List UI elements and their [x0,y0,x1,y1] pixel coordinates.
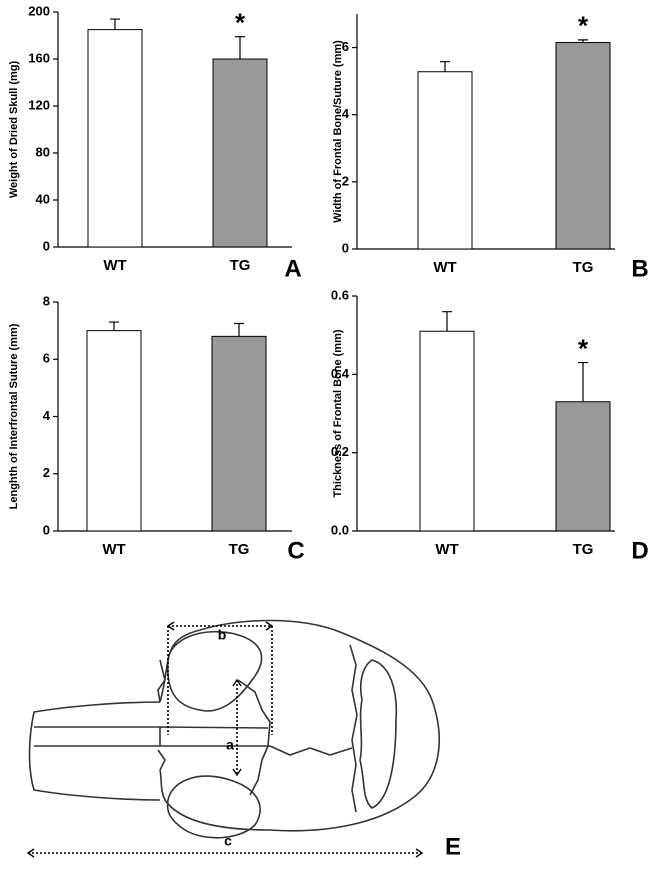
x-tick-label: WT [103,257,126,274]
snout [28,701,161,801]
x-tick-label: TG [573,541,594,558]
x-tick-label: WT [435,541,458,558]
skull-outline [159,619,440,832]
panel-label: B [631,255,648,282]
error-bar [578,39,588,43]
y-tick-label: 6 [43,351,50,366]
y-tick-label: 0.6 [331,287,349,302]
measure-b [167,625,273,735]
error-bar [235,36,245,59]
bar [87,29,143,248]
y-tick-label: 0 [342,240,349,255]
bar [211,335,267,532]
y-tick-label: 2 [43,465,50,480]
label-c: c [224,833,232,849]
y-tick-label: 0 [43,238,50,253]
orbit-bottom [166,775,261,839]
bar [555,42,611,250]
orbit-top [166,630,263,712]
x-tick-label: TG [229,541,250,558]
y-tick-label: 160 [28,50,50,65]
y-tick-label: 4 [43,408,51,423]
y-tick-label: 0 [43,522,50,537]
bar [212,58,268,248]
y-tick-label: 0.4 [331,366,350,381]
bar [419,330,475,532]
error-bar [442,311,452,332]
significance-mark: * [578,333,589,363]
bar [417,71,473,250]
y-axis-title: Thickness of Frontal Bone (mm) [332,329,344,497]
error-bar [110,18,120,30]
label-b: b [218,627,227,643]
y-tick-label: 0.0 [331,522,349,537]
y-tick-label: 40 [36,191,50,206]
error-bar [234,322,244,337]
y-tick-label: 0.2 [331,444,349,459]
y-tick-label: 6 [342,39,349,54]
significance-mark: * [578,11,589,41]
bar [86,330,142,532]
y-tick-label: 8 [43,293,50,308]
x-tick-label: WT [102,541,125,558]
suture-right [349,644,358,813]
x-tick-label: WT [433,259,456,276]
error-bar [109,321,119,331]
panel-label: E [445,833,461,860]
bar [555,401,611,532]
significance-mark: * [235,8,246,38]
arrowheads [26,621,424,858]
panel-label: D [631,537,648,564]
error-bar [440,61,450,72]
y-axis-title: Width of Frontal Bone/Suture (mm) [332,40,344,223]
y-tick-label: 4 [342,106,350,121]
label-a: a [226,737,234,753]
panel-label: C [287,537,304,564]
y-tick-label: 120 [28,97,50,112]
error-bar [578,361,588,402]
y-tick-label: 200 [28,3,50,18]
nasal-lines [34,726,270,747]
suture-left [157,659,353,796]
x-tick-label: TG [230,257,251,274]
y-tick-label: 80 [36,144,50,159]
skull-diagram: b a c E [26,619,461,860]
y-axis-title: Weight of Dried Skull (mg) [8,61,20,199]
occipital [359,659,398,809]
y-tick-label: 2 [342,173,349,188]
y-axis-title: Lenghth of Interfrontal Suture (mm) [8,323,20,509]
panel-label: A [284,255,301,282]
x-tick-label: TG [573,259,594,276]
